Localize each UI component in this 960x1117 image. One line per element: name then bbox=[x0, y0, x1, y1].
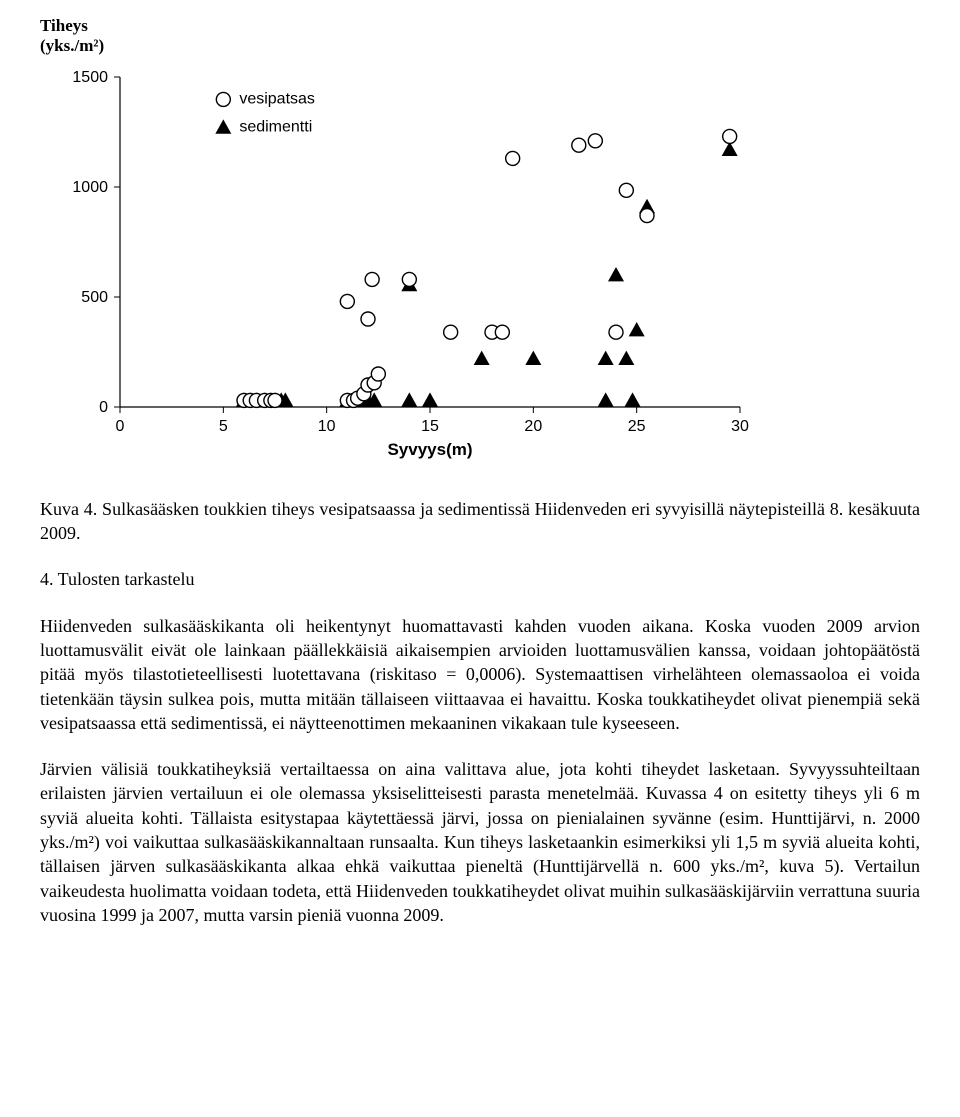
svg-text:20: 20 bbox=[524, 418, 542, 435]
svg-text:10: 10 bbox=[318, 418, 336, 435]
y-axis-title-line2: (yks./m²) bbox=[40, 36, 920, 56]
y-axis-title: Tiheys (yks./m²) bbox=[40, 16, 920, 57]
svg-text:Syvyys(m): Syvyys(m) bbox=[387, 440, 472, 459]
chart-svg: 0 500 1000 1500 0 5 10 15 20 25 30 Syvyys(m) vesipat… bbox=[40, 57, 770, 477]
svg-text:30: 30 bbox=[731, 418, 749, 435]
svg-text:0: 0 bbox=[99, 399, 108, 416]
svg-text:0: 0 bbox=[116, 418, 125, 435]
svg-text:5: 5 bbox=[219, 418, 228, 435]
figure-caption: Kuva 4. Sulkasääsken toukkien tiheys ves… bbox=[40, 497, 920, 546]
svg-text:15: 15 bbox=[421, 418, 439, 435]
svg-text:1000: 1000 bbox=[72, 179, 108, 196]
y-axis-title-line1: Tiheys bbox=[40, 16, 920, 36]
svg-text:sedimentti: sedimentti bbox=[239, 118, 312, 135]
body-paragraph: Hiidenveden sulkasääskikanta oli heikent… bbox=[40, 614, 920, 735]
svg-text:1500: 1500 bbox=[72, 69, 108, 86]
paragraphs-container: Hiidenveden sulkasääskikanta oli heikent… bbox=[40, 614, 920, 928]
svg-text:25: 25 bbox=[628, 418, 646, 435]
body-paragraph: Järvien välisiä toukkatiheyksiä vertailt… bbox=[40, 757, 920, 927]
section-heading: 4. Tulosten tarkastelu bbox=[40, 567, 920, 591]
svg-text:vesipatsas: vesipatsas bbox=[239, 90, 315, 107]
scatter-chart: 0 500 1000 1500 0 5 10 15 20 25 30 Syvyys(m) vesipat… bbox=[40, 57, 920, 487]
svg-text:500: 500 bbox=[81, 289, 108, 306]
